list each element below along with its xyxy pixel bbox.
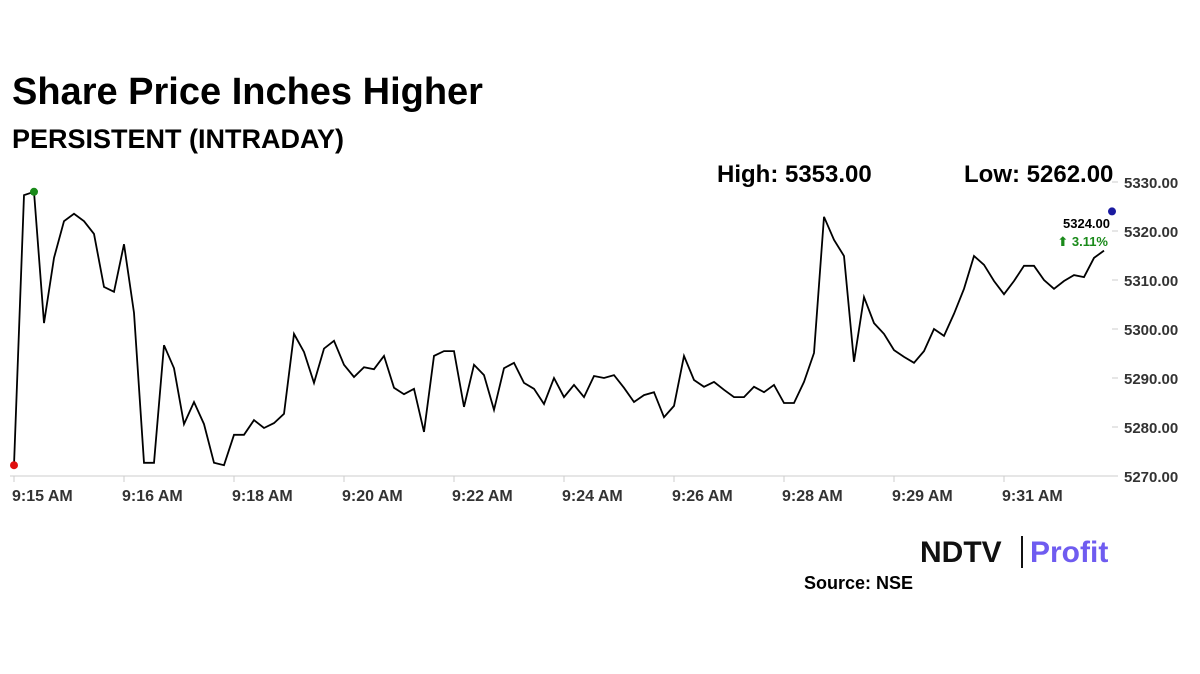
source: Source: NSE [804,573,913,593]
high-dot [30,187,38,196]
low-label: Low: 5262.00 [964,161,1113,188]
price-line [13,190,1105,467]
chart-subtitle: PERSISTENT (INTRADAY) [12,124,344,154]
y-tick-label: 5280.00 [1124,420,1178,437]
x-tick-label: 9:28 AM [782,488,843,505]
logo-profit: Profit [1030,536,1108,569]
chart-title: Share Price Inches Higher [12,71,483,113]
change-label: ⬆ 3.11% [1057,234,1108,249]
y-tick-label: 5310.00 [1124,273,1178,290]
x-tick-label: 9:20 AM [342,488,403,505]
x-tick-label: 9:29 AM [892,488,953,505]
x-tick-label: 9:22 AM [452,488,513,505]
y-tick-label: 5320.00 [1124,224,1178,241]
start-dot [10,461,18,470]
x-tick-label: 9:24 AM [562,488,623,505]
last-price-label: 5324.00 [1063,216,1110,231]
x-tick-label: 9:15 AM [12,488,73,505]
x-tick-label: 9:16 AM [122,488,183,505]
x-tick-label: 9:18 AM [232,488,293,505]
high-label: High: 5353.00 [717,161,872,188]
y-tick-label: 5330.00 [1124,175,1178,192]
y-tick-label: 5300.00 [1124,322,1178,339]
x-tick-label: 9:31 AM [1002,488,1063,505]
logo-ndtv: NDTV [920,536,1002,569]
y-tick-label: 5270.00 [1124,469,1178,486]
y-tick-label: 5290.00 [1124,371,1178,388]
x-tick-label: 9:26 AM [672,488,733,505]
last-dot [1108,207,1116,216]
